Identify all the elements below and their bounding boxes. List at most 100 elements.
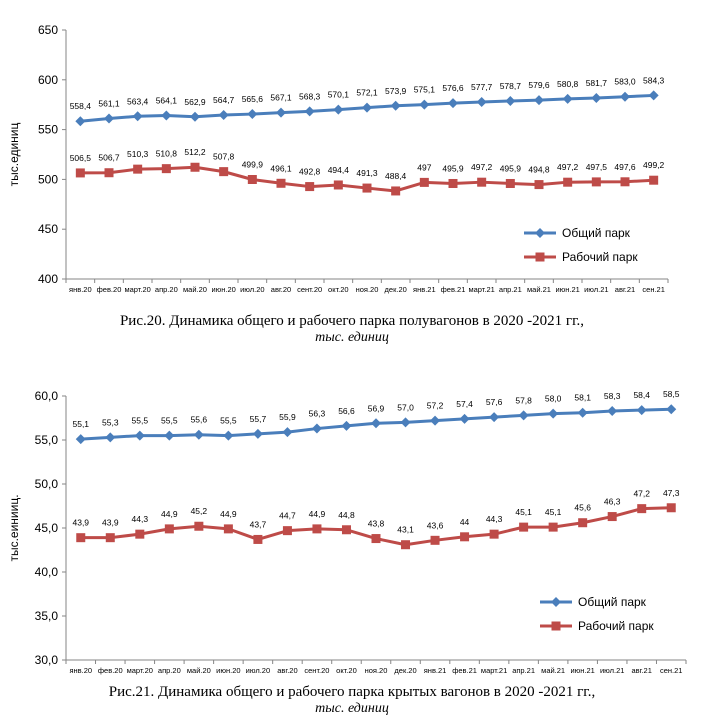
data-label: 497,6: [614, 162, 636, 172]
x-tick-label: март.21: [481, 666, 507, 675]
legend-marker: [535, 252, 545, 262]
x-tick-label: янв.21: [424, 666, 447, 675]
data-point: [489, 529, 499, 539]
data-label: 494,4: [328, 165, 350, 175]
data-point: [430, 535, 440, 545]
x-tick-label: авг.20: [277, 666, 297, 675]
x-tick-label: июл.21: [584, 285, 608, 294]
data-point: [477, 177, 487, 187]
data-label: 44,3: [132, 514, 149, 524]
data-label: 57,6: [486, 397, 503, 407]
data-point: [562, 93, 573, 104]
data-label: 563,4: [127, 96, 149, 106]
x-tick-label: июл.20: [240, 285, 264, 294]
data-label: 576,6: [442, 83, 464, 93]
data-point: [253, 534, 263, 544]
data-point: [219, 167, 229, 177]
x-tick-label: сен.21: [660, 666, 683, 675]
data-point: [190, 162, 200, 172]
data-point: [401, 540, 411, 550]
data-label: 57,8: [515, 395, 532, 405]
data-label: 494,8: [528, 165, 550, 175]
data-point: [305, 182, 315, 192]
data-label: 583,0: [614, 77, 636, 87]
data-label: 491,3: [356, 168, 378, 178]
data-label: 568,3: [299, 91, 321, 101]
data-label: 512,2: [184, 147, 206, 157]
data-point: [419, 177, 429, 187]
data-label: 578,7: [500, 81, 522, 91]
data-point: [276, 178, 286, 188]
x-tick-label: март.20: [127, 666, 153, 675]
data-point: [75, 168, 85, 178]
data-point: [252, 428, 263, 439]
data-label: 581,7: [586, 78, 608, 88]
data-point: [311, 423, 322, 434]
legend-marker: [551, 597, 561, 607]
data-point: [548, 408, 559, 419]
data-point: [505, 178, 515, 188]
data-label: 499,2: [643, 160, 665, 170]
data-point: [607, 405, 618, 416]
data-label: 57,4: [456, 399, 473, 409]
data-point: [312, 524, 322, 534]
data-label: 43,6: [427, 520, 444, 530]
data-label: 56,3: [309, 409, 326, 419]
data-point: [636, 405, 647, 416]
data-point: [304, 106, 315, 117]
data-point: [448, 178, 458, 188]
x-tick-label: март.20: [124, 285, 150, 294]
data-label: 56,6: [338, 406, 355, 416]
data-point: [578, 518, 588, 528]
data-point: [430, 415, 441, 426]
data-point: [161, 110, 172, 121]
data-point: [223, 524, 233, 534]
data-label: 57,0: [397, 402, 414, 412]
chart-freight-cars: 400 450 500 550 600 650 тыс.единиц янв.20 фев.20…: [0, 0, 704, 300]
legend-label: Рабочий парк: [578, 619, 654, 633]
caption-title: Рис.21. Динамика общего и рабочего парка…: [108, 684, 596, 700]
y-tick-label: 550: [38, 123, 58, 137]
data-point: [341, 525, 351, 535]
data-point: [534, 95, 544, 106]
data-point: [419, 99, 430, 110]
data-label: 46,3: [604, 497, 621, 507]
data-label: 562,9: [184, 97, 206, 107]
data-point: [190, 111, 200, 122]
data-label: 492,8: [299, 167, 321, 177]
x-tick-label: май.20: [183, 285, 207, 294]
data-label: 496,1: [270, 163, 292, 173]
data-label: 561,1: [98, 99, 120, 109]
data-point: [218, 109, 229, 120]
x-tick-label: авг.20: [271, 285, 291, 294]
y-tick-label: 45,0: [35, 521, 59, 535]
data-label: 55,1: [72, 419, 89, 429]
data-label: 44,9: [161, 509, 178, 519]
data-point: [282, 427, 293, 438]
data-label: 45,6: [574, 503, 591, 513]
x-tick-label: март.21: [468, 285, 494, 294]
data-point: [390, 100, 401, 111]
data-point: [164, 524, 174, 534]
data-label: 43,1: [397, 525, 414, 535]
data-point: [620, 91, 630, 102]
data-label: 58,3: [604, 391, 621, 401]
legend-label: Рабочий парк: [562, 250, 638, 264]
caption-fig21: Рис.21. Динамика общего и рабочего парка…: [0, 684, 704, 717]
data-label: 497,2: [557, 162, 579, 172]
data-label: 55,5: [220, 416, 237, 426]
caption-title: Рис.20. Динамика общего и рабочего парка…: [119, 313, 585, 329]
chart-covered-cars: 30,0 35,0 40,0 45,0 50,0 55,0 60,0 тыс.еинииц. я…: [0, 380, 704, 680]
y-tick-label: 450: [38, 222, 58, 236]
x-tick-label: окт.20: [336, 666, 357, 675]
x-tick-label: дек.20: [394, 666, 416, 675]
x-tick-label: май.21: [541, 666, 565, 675]
data-label: 43,7: [250, 519, 267, 529]
data-label: 43,9: [102, 518, 119, 528]
x-tick-label: янв.20: [69, 666, 92, 675]
data-label: 45,2: [191, 506, 208, 516]
data-label: 565,6: [242, 94, 264, 104]
data-label: 47,2: [633, 489, 650, 499]
data-point: [591, 177, 601, 187]
data-label: 47,3: [663, 488, 680, 498]
